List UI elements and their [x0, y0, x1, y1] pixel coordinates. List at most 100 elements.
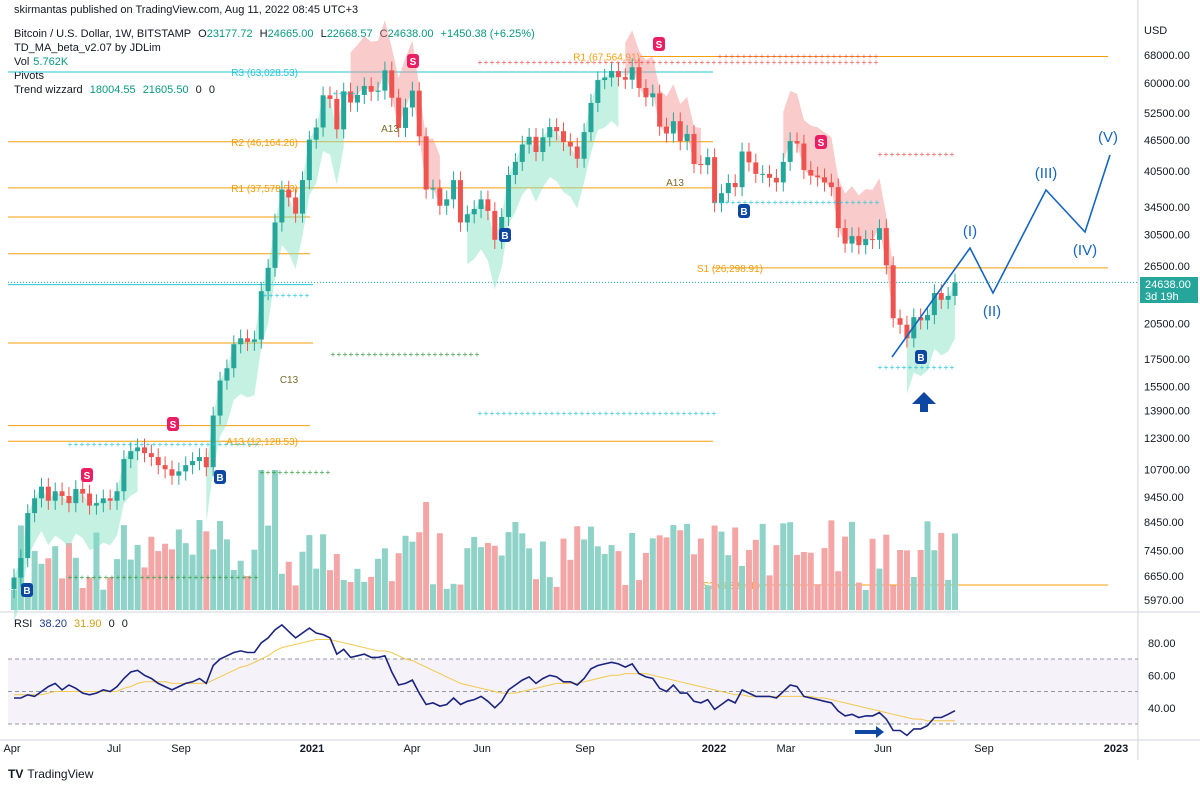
pivot-cross-marker: +	[152, 440, 157, 449]
rsi-signal-line	[14, 639, 956, 722]
pivot-cross-marker: +	[538, 58, 543, 67]
volume-bar	[24, 585, 31, 610]
candle-body	[107, 498, 113, 501]
volume-legend[interactable]: Vol 5.762K	[14, 56, 72, 68]
candle-body	[739, 151, 745, 188]
pivot-cross-marker: +	[176, 573, 181, 582]
candle-body	[629, 67, 635, 80]
pivots-label[interactable]: Pivots	[14, 70, 44, 82]
volume-bar	[890, 585, 897, 610]
volume-bar	[615, 551, 622, 610]
candle-body	[856, 236, 862, 246]
pivot-cross-marker: +	[761, 198, 766, 207]
volume-bar	[375, 558, 382, 610]
candle-body	[828, 182, 834, 188]
volume-bar	[141, 567, 148, 610]
candle-body	[93, 503, 99, 506]
pivot-cross-marker: +	[719, 198, 724, 207]
pivot-cross-marker: +	[700, 58, 705, 67]
rsi-legend[interactable]: RSI 38.20 31.90 0 0	[14, 618, 132, 630]
indicator-legend[interactable]: TD_MA_beta_v2.07 by JDLim	[14, 42, 165, 54]
pivot-cross-marker: +	[164, 573, 169, 582]
pivot-cross-marker: +	[568, 58, 573, 67]
candle-body	[217, 380, 223, 416]
pivot-cross-marker: +	[743, 198, 748, 207]
td-buy-marker	[21, 583, 33, 597]
close-value: 24638.00	[387, 28, 434, 40]
pivot-cross-marker: +	[98, 573, 103, 582]
pivot-cross-marker: +	[724, 58, 729, 67]
volume-bar	[45, 558, 52, 610]
candle-body	[38, 486, 44, 499]
pivot-cross-marker: +	[188, 440, 193, 449]
pivot-cross-marker: +	[856, 58, 861, 67]
pivot-cross-marker: +	[712, 409, 717, 418]
pivot-cross-marker: +	[856, 52, 861, 61]
td-marker-label: S	[170, 420, 177, 431]
candle-body	[478, 199, 484, 209]
pivot-cross-marker: +	[343, 350, 348, 359]
pivot-cross-marker: +	[634, 58, 639, 67]
symbol-name[interactable]: Bitcoin / U.S. Dollar, 1W, BITSTAMP	[14, 28, 192, 40]
candle-body	[657, 93, 663, 127]
candle-body	[80, 488, 86, 494]
volume-bar	[526, 548, 533, 610]
rsi-label[interactable]: RSI	[14, 618, 33, 630]
pivot-cross-marker: +	[331, 350, 336, 359]
candle-body	[18, 558, 24, 578]
time-tick-label: Sep	[974, 743, 994, 755]
volume-bar	[416, 532, 423, 610]
pivots-legend[interactable]: Pivots	[14, 70, 48, 82]
pivot-cross-marker: +	[604, 58, 609, 67]
pivot-cross-marker: +	[902, 150, 907, 159]
pivot-cross-marker: +	[562, 409, 567, 418]
volume-bar	[299, 551, 306, 610]
trend-wizard-label[interactable]: Trend wizzard	[14, 84, 83, 96]
pivot-cross-marker: +	[373, 350, 378, 359]
candle-body	[142, 447, 148, 454]
volume-bar	[436, 533, 443, 610]
trend-wizard-legend[interactable]: Trend wizzard 18004.55 21605.50 0 0	[14, 84, 219, 96]
price-tick-label: 34500.00	[1144, 202, 1190, 214]
price-tick-label: 17500.00	[1144, 354, 1190, 366]
trend-value-3: 0	[195, 84, 202, 96]
rsi-param-4: 0	[121, 618, 128, 630]
candle-body	[938, 293, 944, 300]
td-buy-marker	[738, 204, 750, 218]
indicator-name[interactable]: TD_MA_beta_v2.07 by JDLim	[14, 42, 161, 54]
pivot-label: R1 (67,564.91)	[573, 52, 640, 63]
pivot-cross-marker: +	[68, 440, 73, 449]
candle-body	[705, 157, 711, 166]
high-label: H	[259, 28, 268, 40]
pivot-cross-marker: +	[212, 573, 217, 582]
pivot-cross-marker: +	[278, 468, 283, 477]
pivot-cross-marker: +	[86, 440, 91, 449]
candle-body	[622, 77, 628, 80]
candle-body	[725, 183, 731, 194]
up-arrow-icon	[912, 392, 936, 412]
time-tick-label: Sep	[171, 743, 191, 755]
pivot-cross-marker: +	[694, 58, 699, 67]
candle-body	[52, 491, 58, 501]
publisher-line: skirmantas published on TradingView.com,…	[14, 4, 359, 16]
pivot-cross-marker: +	[224, 573, 229, 582]
pivot-cross-marker: +	[767, 198, 772, 207]
pivot-cross-marker: +	[302, 468, 307, 477]
pivot-cross-marker: +	[296, 468, 301, 477]
candle-body	[423, 136, 429, 190]
tradingview-watermark[interactable]: TV TradingView	[8, 767, 93, 781]
pivot-cross-marker: +	[790, 58, 795, 67]
pivot-cross-marker: +	[622, 58, 627, 67]
pivot-cross-marker: +	[586, 58, 591, 67]
symbol-legend[interactable]: Bitcoin / U.S. Dollar, 1W, BITSTAMP O231…	[14, 28, 539, 40]
candle-body	[835, 187, 841, 229]
volume-bar	[155, 551, 162, 610]
volume-bar	[217, 521, 224, 610]
pivot-cross-marker: +	[445, 350, 450, 359]
price-tick-label: 68000.00	[1144, 50, 1190, 62]
pivot-cross-marker: +	[275, 291, 280, 300]
candle-body	[403, 107, 409, 128]
volume-bar	[484, 542, 491, 610]
candle-body	[595, 80, 601, 103]
